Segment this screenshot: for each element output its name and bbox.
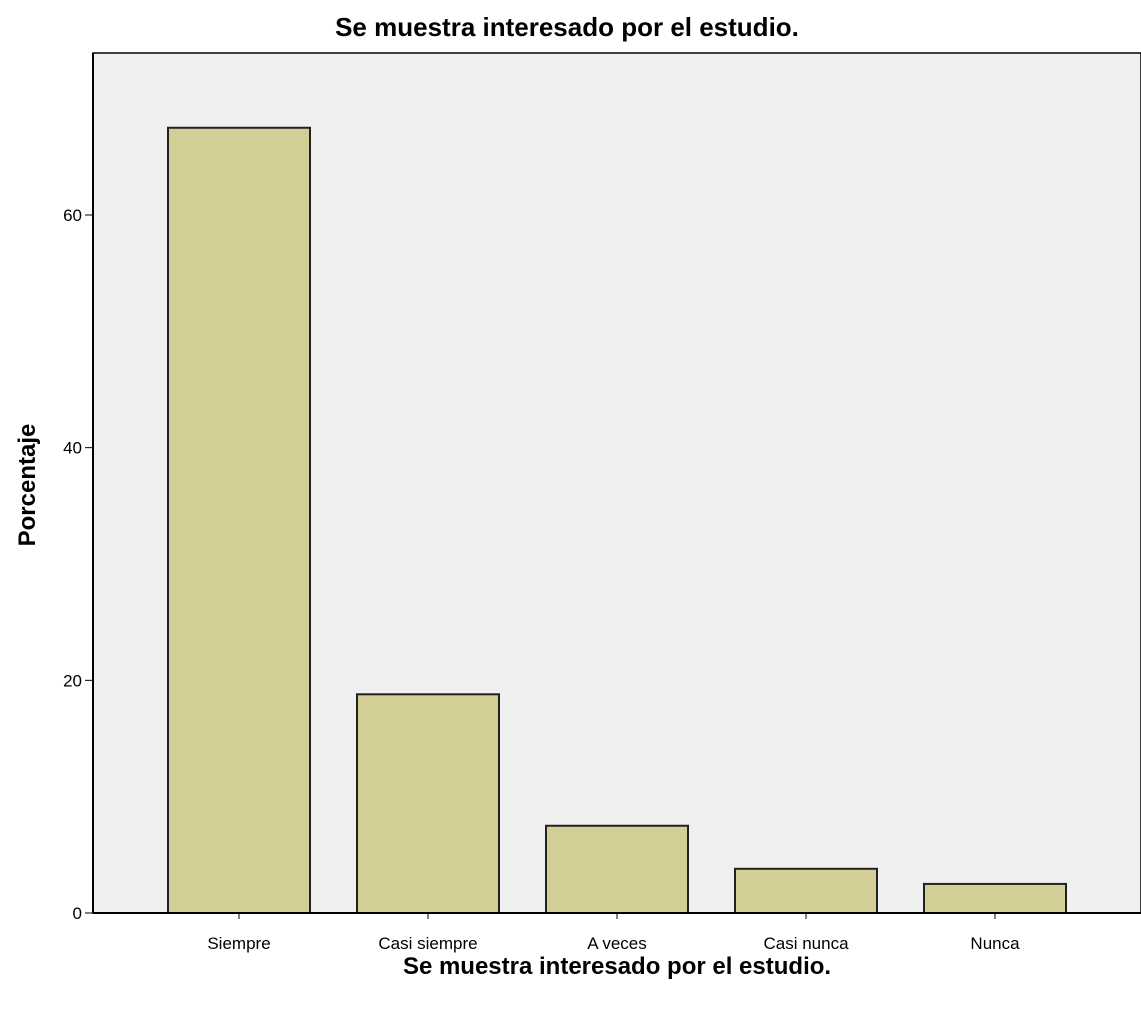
y-axis: 0 20 40 60: [63, 53, 94, 923]
x-tick-label: A veces: [587, 934, 647, 953]
chart-title: Se muestra interesado por el estudio.: [335, 12, 799, 42]
x-tick-label: Casi nunca: [763, 934, 849, 953]
x-axis: Siempre Casi siempre A veces Casi nunca Nunc…: [93, 912, 1141, 953]
bar-siempre: [167, 126, 311, 914]
bar-casi-siempre: [356, 693, 500, 914]
x-tick-label: Casi siempre: [378, 934, 477, 953]
x-tick-label: Nunca: [970, 934, 1020, 953]
bar-nunca: [923, 882, 1067, 915]
y-tick-label: 0: [73, 904, 82, 923]
bar-casi-nunca: [734, 867, 878, 914]
x-axis-label: Se muestra interesado por el estudio.: [403, 953, 831, 980]
x-tick-label: Siempre: [207, 934, 270, 953]
y-tick-label: 40: [63, 439, 82, 458]
bar-a-veces: [545, 824, 689, 914]
y-axis-label: Porcentaje: [14, 424, 41, 547]
y-tick-label: 20: [63, 671, 82, 690]
y-tick-label: 60: [63, 206, 82, 225]
